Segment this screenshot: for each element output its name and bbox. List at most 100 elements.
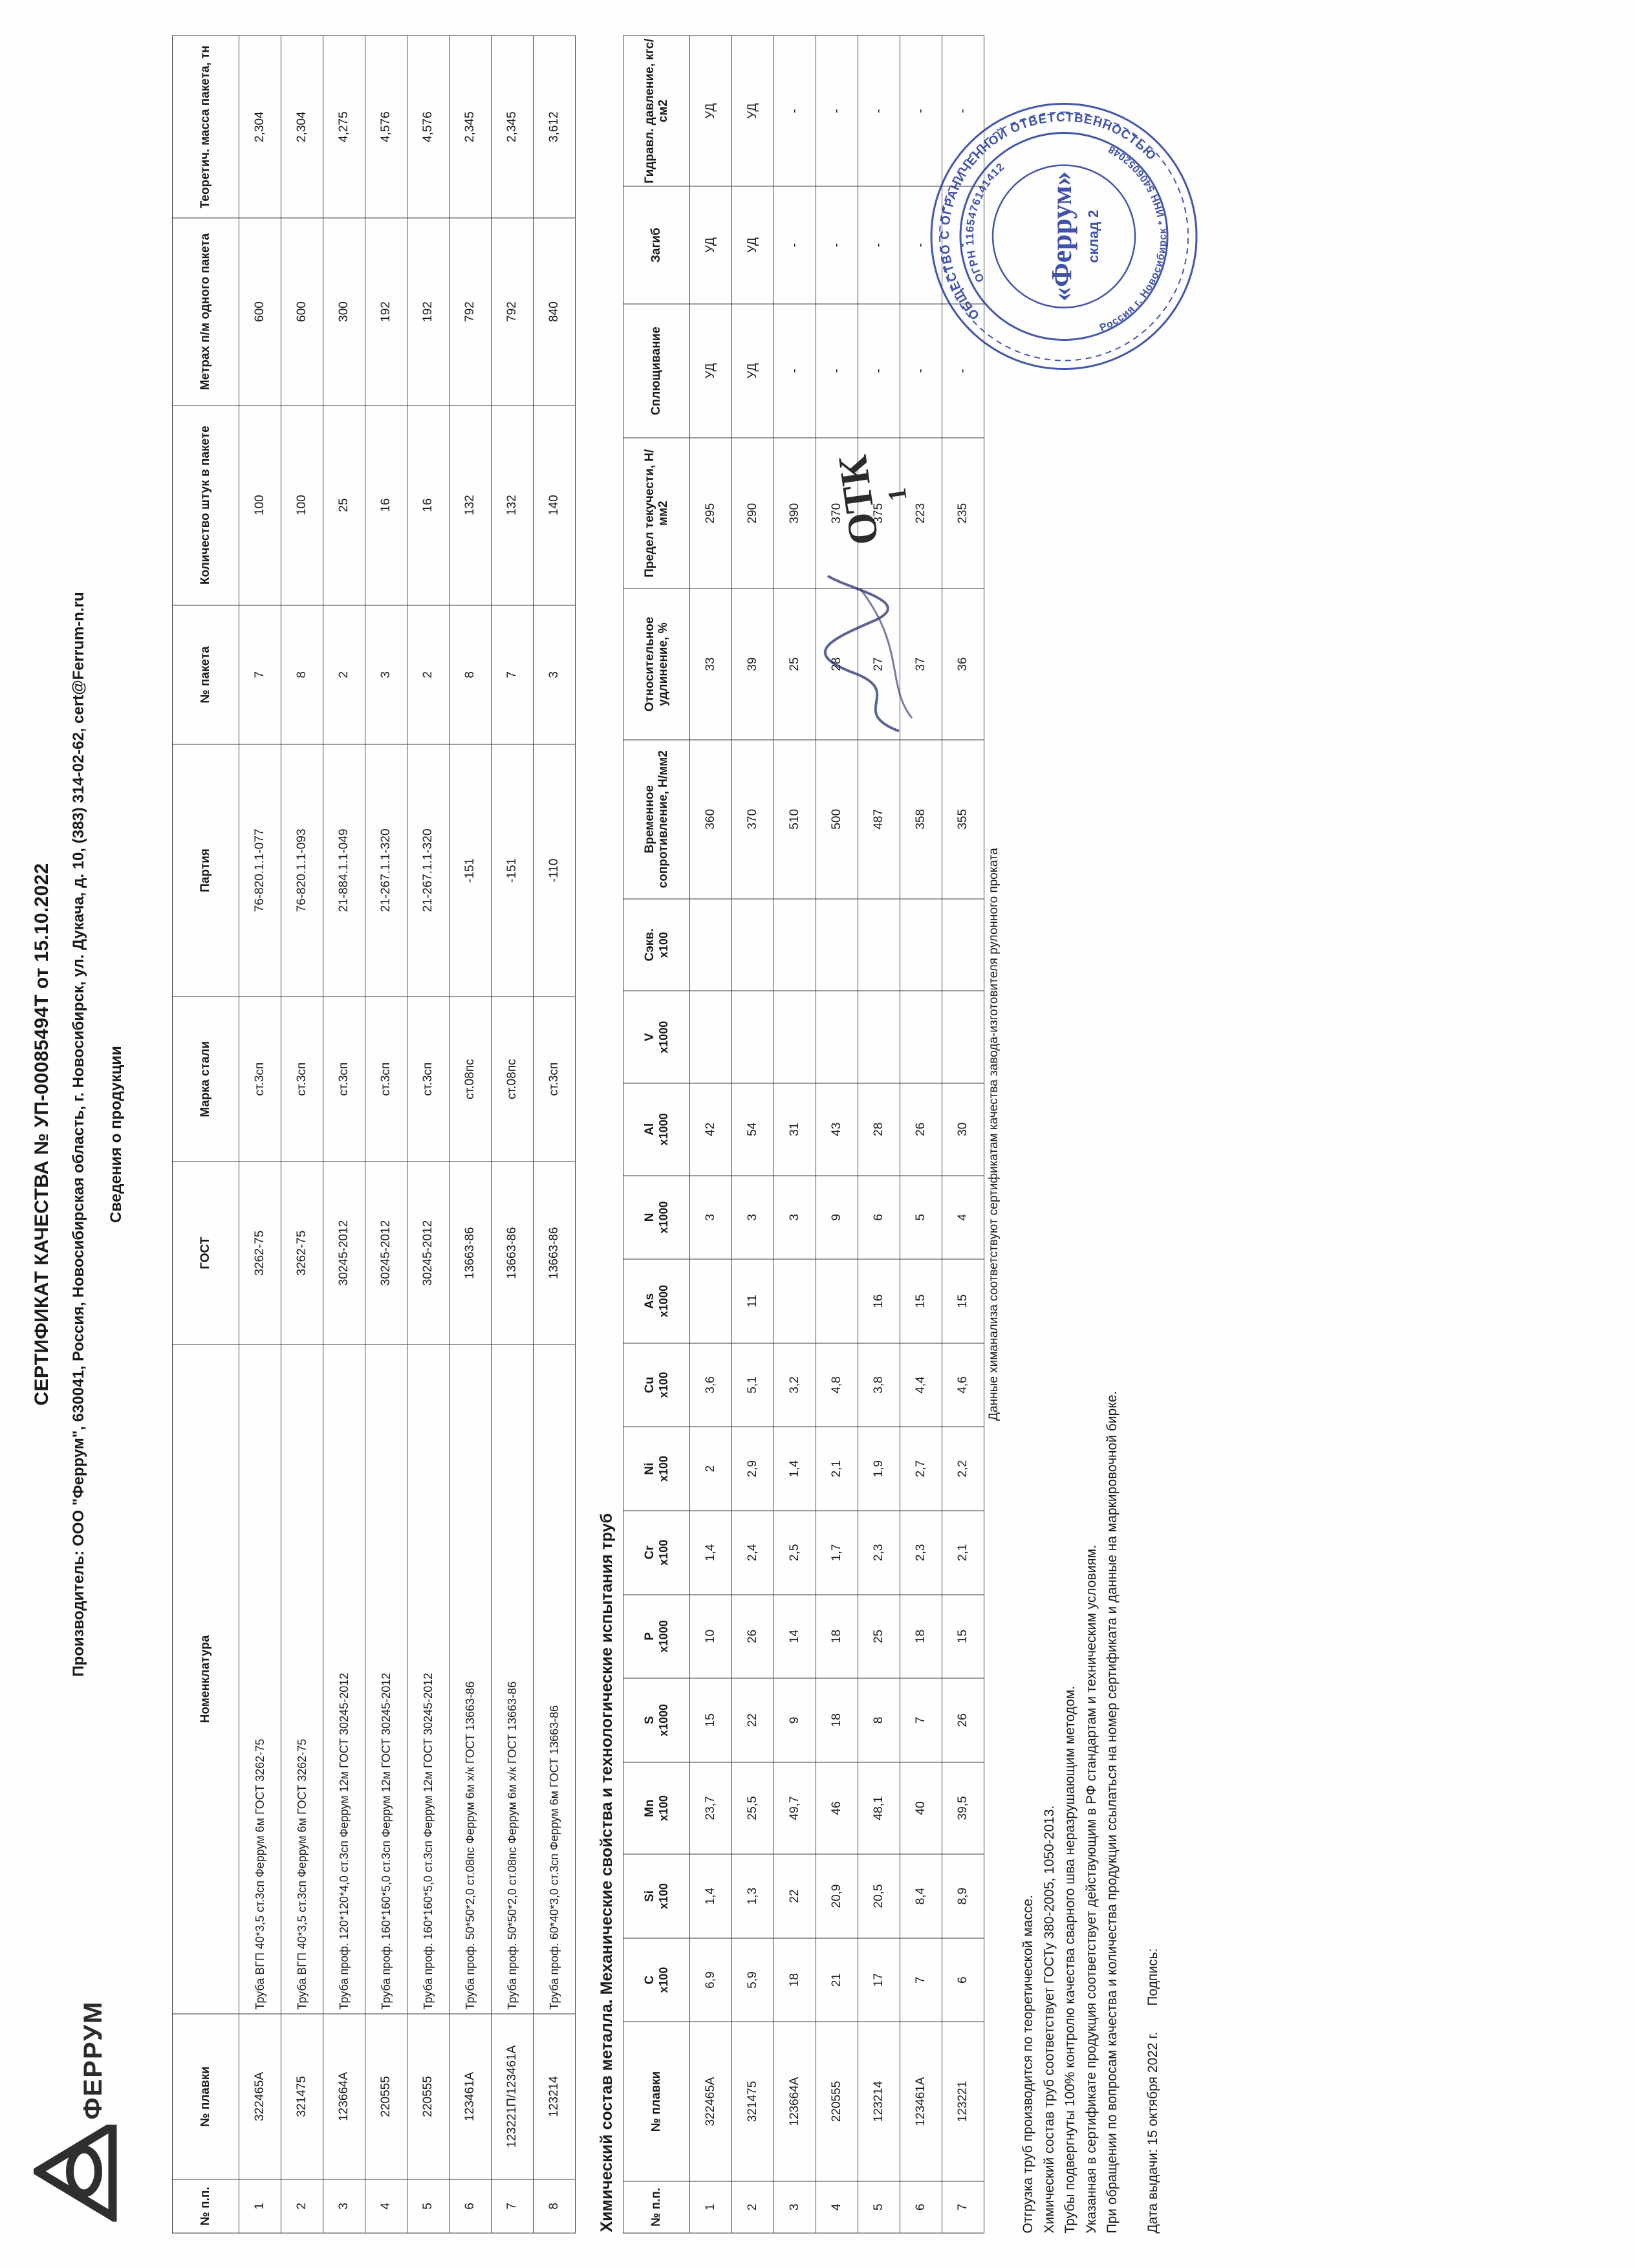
cell-tensile: 358 xyxy=(900,739,942,899)
col-np: № п.п. xyxy=(172,2179,239,2233)
cell-cr: 1,4 xyxy=(689,1510,732,1595)
chem-col-загиб: Загиб xyxy=(623,186,690,304)
cell-np: 2 xyxy=(731,2181,774,2233)
cell-cu: 4,8 xyxy=(816,1343,858,1427)
chem-col-si: Si x100 xyxy=(623,1853,690,1938)
cell-np: 1 xyxy=(689,2181,732,2233)
cell-n: 9 xyxy=(816,1175,858,1259)
cell-p: 25 xyxy=(858,1594,900,1678)
cell-package-no: 2 xyxy=(407,605,449,744)
cell-qty: 100 xyxy=(239,405,281,605)
cell-ni: 2,1 xyxy=(816,1426,858,1511)
cell-np: 4 xyxy=(365,2179,407,2233)
cell-hydro: - xyxy=(774,35,816,186)
cell-qty: 16 xyxy=(365,405,407,605)
cell-al: 28 xyxy=(858,1083,900,1176)
chem-col-сплющивание: Сплющивание xyxy=(623,303,690,438)
cell-ni: 1,9 xyxy=(858,1426,900,1511)
col-gost: ГОСТ xyxy=(172,1161,239,1345)
cell-package-no: 8 xyxy=(449,605,492,744)
cell-n: 3 xyxy=(731,1175,774,1259)
cell-np: 5 xyxy=(858,2181,900,2233)
cell-np: 6 xyxy=(449,2179,492,2233)
chem-col--п-п-: № п.п. xyxy=(623,2181,690,2233)
cell-hydro: УД xyxy=(731,35,774,186)
cell-meters: 600 xyxy=(239,217,281,405)
cell-si: 20,5 xyxy=(858,1853,900,1938)
cell-heat: 321475 xyxy=(731,2021,774,2181)
cell-ni: 2 xyxy=(689,1426,732,1511)
cell-qty: 100 xyxy=(281,405,323,605)
signature-label: Подпись: xyxy=(1145,1948,1160,2006)
cell-tensile: 355 xyxy=(942,739,984,899)
cell-np: 2 xyxy=(281,2179,323,2233)
cell-qty: 16 xyxy=(407,405,449,605)
cell-tensile: 360 xyxy=(689,739,732,899)
cell-flattening: - xyxy=(858,303,900,438)
cell-np: 8 xyxy=(533,2179,576,2233)
cell-p: 14 xyxy=(774,1594,816,1678)
cell-n: 3 xyxy=(774,1175,816,1259)
table-row: 7 123221П/123461А Труба проф. 50*50*2,0 ст… xyxy=(491,35,534,2233)
issue-date: Дата выдачи: 15 октября 2022 г. xyxy=(1145,2031,1160,2233)
footer-line: При обращении по вопросам качества и кол… xyxy=(1105,1390,1120,2233)
cell-v xyxy=(858,990,900,1083)
cell-as xyxy=(774,1258,816,1343)
cell-gost: 13663-86 xyxy=(533,1161,576,1345)
cell-np: 3 xyxy=(323,2179,365,2233)
cell-si: 8,4 xyxy=(900,1853,942,1938)
cell-meters: 192 xyxy=(365,217,407,405)
cell-gost: 13663-86 xyxy=(449,1161,492,1345)
cell-al: 42 xyxy=(689,1083,732,1176)
table-row: 7 123221 6 8,9 39,5 26 15 2,1 2,2 4,6 15 4 30 355 36 23… xyxy=(942,35,984,2233)
cell-nomenclature: Труба проф. 160*160*5,0 ст.3сп Феррум 12… xyxy=(365,1344,407,2014)
footer-line: Трубы подвергнуты 100% контролю качества… xyxy=(1063,1685,1078,2233)
cell-c: 5,9 xyxy=(731,1938,774,2022)
cell-cr: 2,3 xyxy=(900,1510,942,1595)
cell-batch: -151 xyxy=(491,744,534,997)
cell-v xyxy=(774,990,816,1083)
cell-mn: 40 xyxy=(900,1762,942,1854)
cell-ni: 2,7 xyxy=(900,1426,942,1511)
products-table-header-row: № п.п. № плавки Номенклатура ГОСТ Марка … xyxy=(172,35,239,2233)
chem-col-сэкв-: Сэкв. x100 xyxy=(623,898,690,991)
cell-meters: 600 xyxy=(281,217,323,405)
cell-heat: 123214 xyxy=(533,2013,576,2179)
cell-al: 43 xyxy=(816,1083,858,1176)
cell-s: 9 xyxy=(774,1678,816,1762)
cell-bend: - xyxy=(774,186,816,304)
cell-np: 6 xyxy=(900,2181,942,2233)
cell-ni: 2,9 xyxy=(731,1426,774,1511)
cell-elongation: 36 xyxy=(942,588,984,740)
cell-ceq xyxy=(816,898,858,991)
cell-gost: 30245-2012 xyxy=(323,1161,365,1345)
cell-gost: 13663-86 xyxy=(491,1161,534,1345)
cell-yield: 235 xyxy=(942,437,984,589)
cell-mn: 46 xyxy=(816,1762,858,1854)
cell-mass: 4,275 xyxy=(323,35,365,218)
cell-s: 22 xyxy=(731,1678,774,1762)
cell-bend: - xyxy=(900,186,942,304)
table-row: 2 321475 5,9 1,3 25,5 22 26 2,4 2,9 5,1 11 3 54 370 39… xyxy=(731,35,774,2233)
cell-heat: 322465А xyxy=(689,2021,732,2181)
table-row: 1 322465А Труба ВГП 40*3,5 ст.3сп Феррум 6… xyxy=(239,35,281,2233)
cell-meters: 192 xyxy=(407,217,449,405)
cell-bend: - xyxy=(858,186,900,304)
cell-cr: 1,7 xyxy=(816,1510,858,1595)
cell-heat: 123461А xyxy=(900,2021,942,2181)
cell-ni: 1,4 xyxy=(774,1426,816,1511)
cell-al: 31 xyxy=(774,1083,816,1176)
cell-al: 30 xyxy=(942,1083,984,1176)
cell-flattening: - xyxy=(900,303,942,438)
cell-al: 26 xyxy=(900,1083,942,1176)
col-batch: Партия xyxy=(172,744,239,997)
table-row: 4 220555 21 20,9 46 18 18 1,7 2,1 4,8 9 43 500 28 370-… xyxy=(816,35,858,2233)
cell-n: 4 xyxy=(942,1175,984,1259)
cell-n: 6 xyxy=(858,1175,900,1259)
cell-v xyxy=(731,990,774,1083)
cell-c: 6,9 xyxy=(689,1938,732,2022)
footer-line: Отгрузка труб производится по теоретичес… xyxy=(1021,1894,1035,2233)
cell-elongation: 33 xyxy=(689,588,732,740)
cell-np: 7 xyxy=(491,2179,534,2233)
